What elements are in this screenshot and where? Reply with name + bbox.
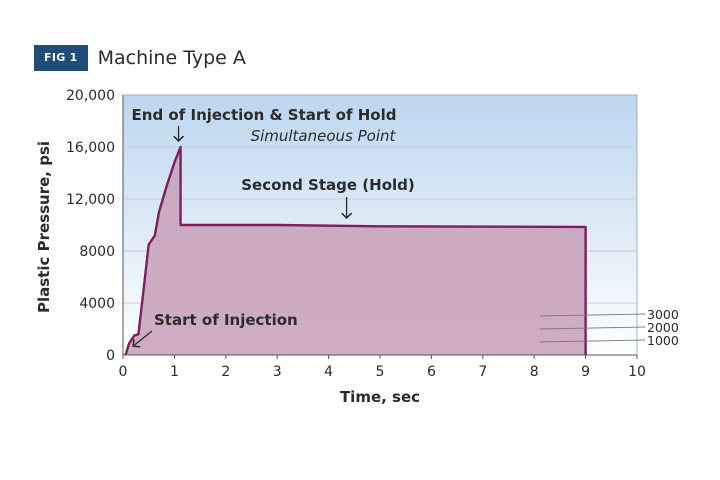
y-tick-label: 4000 — [79, 296, 115, 312]
x-tick-label: 6 — [427, 364, 436, 380]
right-scale-leader — [539, 326, 646, 330]
right-scale-leader — [539, 339, 646, 343]
annotation-simultaneous-point: Simultaneous Point — [251, 127, 397, 145]
x-tick-label: 7 — [478, 364, 487, 380]
x-axis-label: Time, sec — [340, 388, 420, 406]
x-tick-label: 4 — [324, 364, 333, 380]
x-tick-label: 8 — [530, 364, 539, 380]
y-tick-label: 8000 — [79, 244, 115, 260]
pressure-line — [124, 145, 587, 356]
x-tick-label: 0 — [119, 364, 128, 380]
right-scale-label: 1000 — [647, 333, 679, 348]
x-tick-label: 1 — [170, 364, 179, 380]
y-axis-label: Plastic Pressure, psi — [35, 141, 53, 313]
y-tick-label: 0 — [106, 348, 115, 364]
pressure-area-fill — [125, 147, 586, 355]
x-tick-label: 3 — [273, 364, 282, 380]
annotation-arrow-start-of-injection — [133, 330, 153, 346]
y-tick-label: 16,000 — [66, 140, 115, 156]
annotation-second-stage: Second Stage (Hold) — [241, 176, 415, 194]
right-scale-leader — [539, 313, 646, 317]
x-tick-label: 2 — [221, 364, 230, 380]
y-tick-label: 20,000 — [66, 88, 115, 104]
x-tick-label: 9 — [581, 364, 590, 380]
figure-title: Machine Type A — [97, 47, 246, 69]
x-tick-label: 10 — [628, 364, 646, 380]
figure-header: FIG 1 Machine Type A — [34, 44, 246, 72]
figure-badge: FIG 1 — [34, 45, 88, 71]
annotation-start-of-injection: Start of Injection — [154, 311, 298, 329]
y-tick-label: 12,000 — [66, 192, 115, 208]
right-scale-label: 2000 — [647, 320, 679, 335]
right-scale-label: 3000 — [647, 307, 679, 322]
x-tick-label: 5 — [376, 364, 385, 380]
annotation-end-of-injection: End of Injection & Start of Hold — [132, 106, 397, 124]
